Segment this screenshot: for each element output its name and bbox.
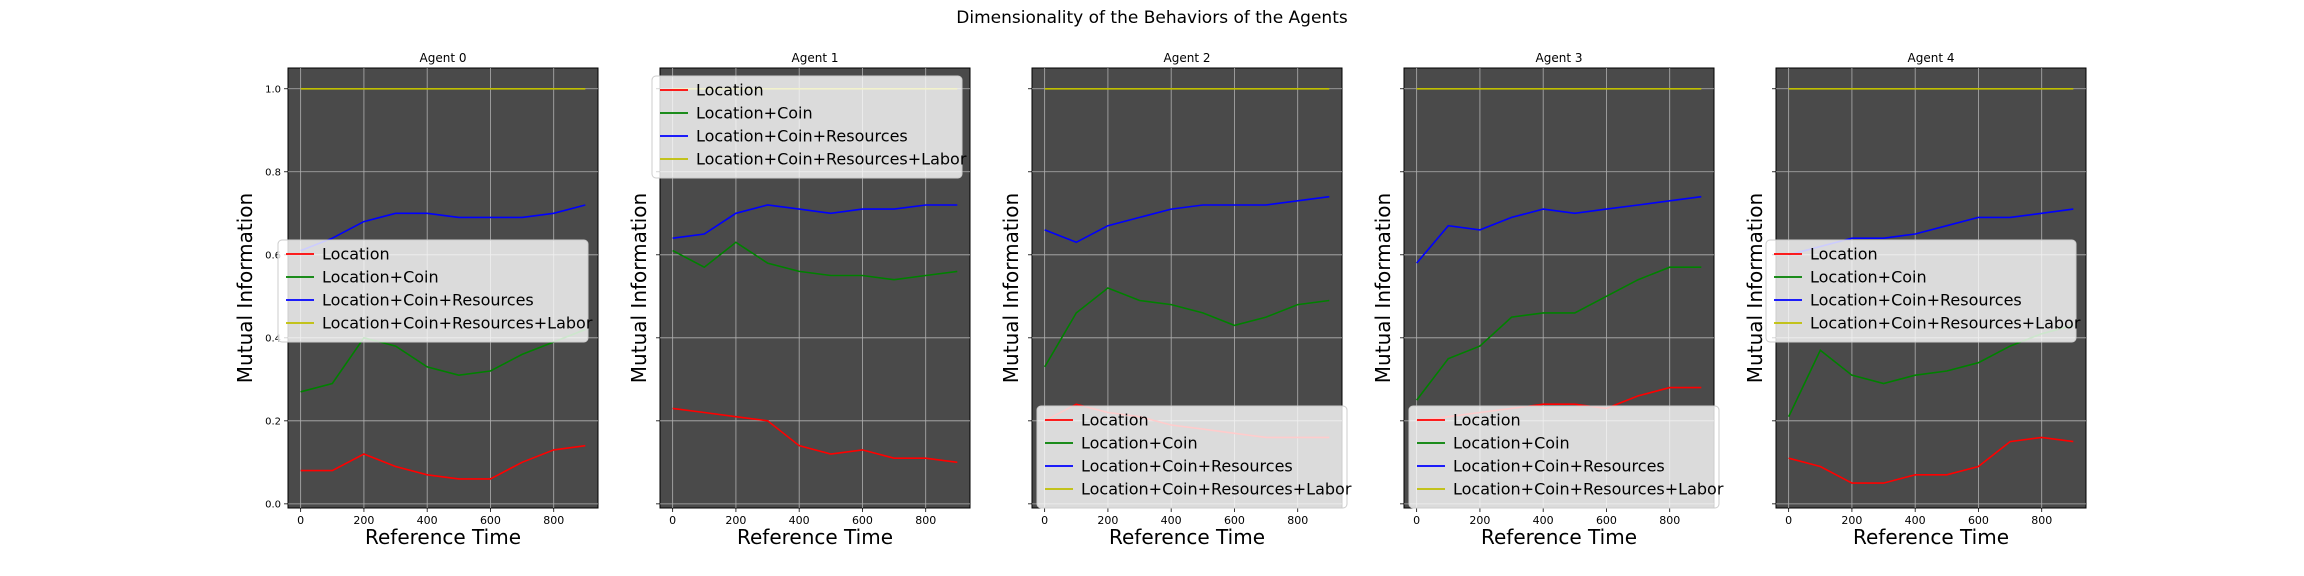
series-line-location-coin: [672, 241, 958, 281]
y-tick-label: 0.6: [265, 250, 281, 261]
legend: Location Location+Coin Location+Coin+Resou…: [1036, 405, 1352, 509]
subplot-title: Agent 0: [420, 51, 467, 65]
legend-entry: Location+Coin: [1081, 434, 1198, 453]
chart-panel-agent-3: 0 200 400 600 800 Agent 3 Reference Time Mutual…: [1371, 51, 1724, 549]
x-tick-label: 200: [1469, 514, 1490, 527]
legend-entry: Location: [1453, 411, 1521, 430]
y-tick-label: 1.0: [265, 84, 281, 95]
x-tick-label: 800: [1659, 514, 1680, 527]
legend: Location Location+Coin Location+Coin+Resou…: [1408, 405, 1724, 509]
subplot-title: Agent 2: [1164, 51, 1211, 65]
x-tick-label: 200: [725, 514, 746, 527]
x-tick-label: 400: [1905, 514, 1926, 527]
x-tick-label: 600: [480, 514, 501, 527]
x-tick-label: 0: [669, 514, 676, 527]
legend-entry: Location: [696, 81, 764, 100]
chart-panel-agent-0: 0 200 400 600 800 0.0 0.2 0.4 0.6 0.8 1.0 Agent 0 Re…: [233, 51, 599, 549]
legend-entry: Location+Coin+Resources: [1810, 291, 2022, 310]
chart-panel-agent-4: 0 200 400 600 800 Agent 4 Reference Time Mutual…: [1743, 51, 2087, 549]
y-axis-label: Mutual Information: [627, 193, 651, 383]
legend-box: [277, 239, 589, 343]
y-tick-label: 0.8: [265, 167, 281, 178]
x-tick-label: 600: [1224, 514, 1245, 527]
legend-entry: Location+Coin+Resources+Labor: [1453, 480, 1724, 499]
x-tick-label: 200: [353, 514, 374, 527]
legend-entry: Location+Coin+Resources: [322, 291, 534, 310]
legend-entry: Location+Coin+Resources+Labor: [322, 314, 593, 333]
series-line-location-coin-resources: [1416, 195, 1702, 264]
x-tick-label: 600: [1968, 514, 1989, 527]
y-axis-label: Mutual Information: [1743, 193, 1767, 383]
legend-entry: Location+Coin+Resources+Labor: [1081, 480, 1352, 499]
legend-entry: Location+Coin: [1810, 268, 1927, 287]
legend-entry: Location+Coin+Resources+Labor: [1810, 314, 2081, 333]
x-axis-label: Reference Time: [737, 525, 893, 549]
legend-entry: Location: [1810, 245, 1878, 264]
x-tick-label: 800: [2031, 514, 2052, 527]
y-axis-label: Mutual Information: [233, 193, 257, 383]
legend-entry: Location+Coin+Resources: [1453, 457, 1665, 476]
x-tick-label: 200: [1097, 514, 1118, 527]
y-tick-label: 0.4: [265, 333, 281, 344]
x-axis-label: Reference Time: [1481, 525, 1637, 549]
series-line-location-coin-resources: [300, 204, 586, 252]
series-line-location-coin: [1044, 287, 1330, 368]
x-tick-label: 0: [1041, 514, 1048, 527]
x-tick-label: 0: [1413, 514, 1420, 527]
legend-box: [651, 75, 963, 179]
subplot-title: Agent 3: [1536, 51, 1583, 65]
legend: Location Location+Coin Location+Coin+Resou…: [1765, 239, 2081, 343]
x-tick-label: 400: [1161, 514, 1182, 527]
x-axis-label: Reference Time: [1853, 525, 2009, 549]
x-axis-label: Reference Time: [1109, 525, 1265, 549]
x-tick-label: 0: [297, 514, 304, 527]
x-tick-label: 0: [1785, 514, 1792, 527]
x-tick-label: 400: [417, 514, 438, 527]
x-tick-label: 200: [1841, 514, 1862, 527]
series-line-location: [672, 407, 958, 464]
chart-panel-agent-2: 0 200 400 600 800 Agent 2 Reference Time Mutual…: [999, 51, 1352, 549]
legend: Location Location+Coin Location+Coin+Resou…: [651, 75, 967, 179]
subplot-title: Agent 1: [792, 51, 839, 65]
legend-box: [1765, 239, 2077, 343]
legend-box: [1408, 405, 1720, 509]
chart-panel-agent-1: 0 200 400 600 800 Agent 1 Reference Time Mutual…: [627, 51, 971, 549]
legend-entry: Location+Coin+Resources: [696, 127, 908, 146]
legend-entry: Location: [1081, 411, 1149, 430]
figure-title: Dimensionality of the Behaviors of the A…: [956, 8, 1348, 28]
legend-entry: Location+Coin: [696, 104, 813, 123]
x-axis-label: Reference Time: [365, 525, 521, 549]
x-tick-label: 800: [1287, 514, 1308, 527]
x-tick-label: 600: [852, 514, 873, 527]
y-axis-label: Mutual Information: [999, 193, 1023, 383]
legend-entry: Location+Coin+Resources: [1081, 457, 1293, 476]
legend-entry: Location+Coin: [1453, 434, 1570, 453]
x-tick-label: 800: [915, 514, 936, 527]
y-axis-label: Mutual Information: [1371, 193, 1395, 383]
legend-entry: Location: [322, 245, 390, 264]
x-tick-label: 800: [543, 514, 564, 527]
legend-entry: Location+Coin: [322, 268, 439, 287]
x-tick-label: 400: [1533, 514, 1554, 527]
y-tick-label: 0.0: [265, 499, 281, 510]
x-tick-label: 400: [789, 514, 810, 527]
legend-entry: Location+Coin+Resources+Labor: [696, 150, 967, 169]
series-line-location-coin-resources: [672, 204, 958, 239]
series-line-location-coin: [300, 328, 586, 393]
y-tick-label: 0.2: [265, 416, 281, 427]
legend: Location Location+Coin Location+Coin+Resou…: [277, 239, 593, 343]
subplot-title: Agent 4: [1908, 51, 1955, 65]
series-line-location-coin-resources: [1044, 195, 1330, 244]
x-tick-label: 600: [1596, 514, 1617, 527]
series-line-location-coin: [1416, 266, 1702, 401]
series-line-location: [300, 444, 586, 480]
series-line-location: [1788, 436, 2074, 484]
legend-box: [1036, 405, 1348, 509]
